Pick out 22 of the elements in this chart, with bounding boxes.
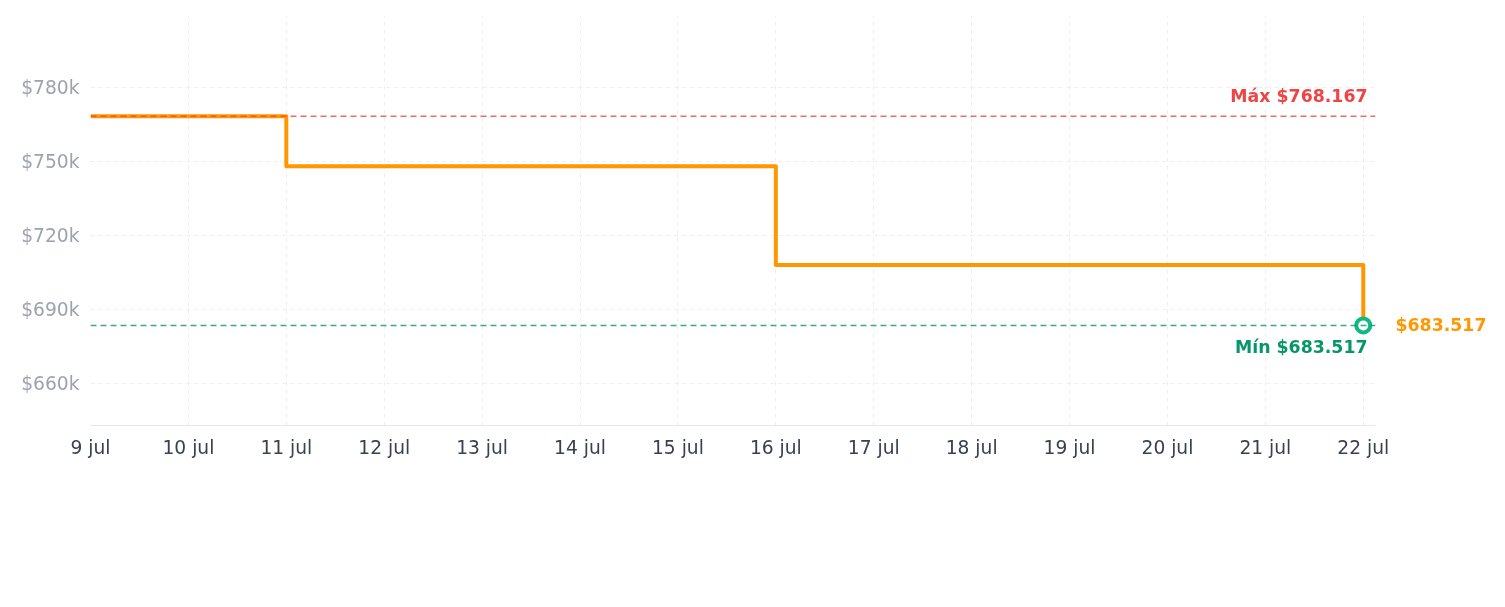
y-tick-label: $750k	[21, 150, 80, 172]
annotation: $683.517	[1395, 315, 1487, 336]
y-tick-label: $690k	[21, 298, 80, 320]
y-tick-label: $720k	[21, 224, 80, 246]
x-tick-label: 19 jul	[1043, 436, 1096, 458]
x-tick-label: 11 jul	[260, 436, 313, 458]
x-tick-label: 16 jul	[749, 436, 802, 458]
x-tick-label: 17 jul	[847, 436, 900, 458]
x-tick-label: 22 jul	[1337, 436, 1390, 458]
x-tick-label: 9 jul	[70, 436, 111, 458]
ref-line-label: Máx $768.167	[1230, 86, 1368, 107]
x-tick-label: 10 jul	[162, 436, 215, 458]
y-tick-label: $780k	[21, 76, 80, 98]
x-tick-label: 18 jul	[945, 436, 998, 458]
x-tick-label: 13 jul	[456, 436, 509, 458]
x-tick-label: 20 jul	[1141, 436, 1194, 458]
ref-line-label: Mín $683.517	[1234, 337, 1368, 358]
x-tick-label: 12 jul	[358, 436, 411, 458]
x-tick-label: 15 jul	[652, 436, 704, 458]
y-tick-label: $660k	[21, 373, 80, 395]
x-tick-label: 14 jul	[554, 436, 606, 458]
x-tick-label: 21 jul	[1239, 436, 1292, 458]
